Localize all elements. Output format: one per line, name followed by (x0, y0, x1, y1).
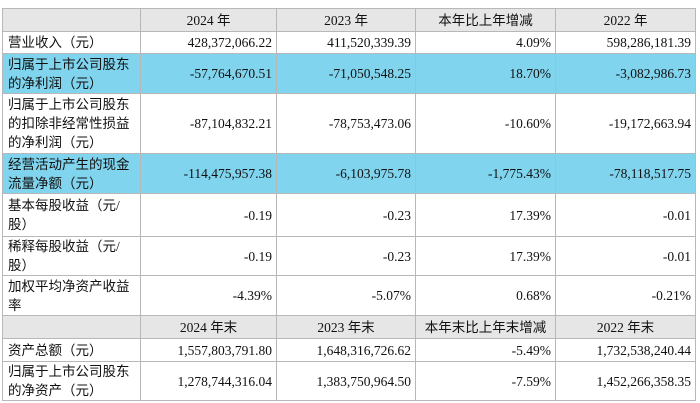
row-label: 营业收入（元） (2, 31, 141, 54)
cell-value: 598,286,181.39 (555, 31, 696, 54)
cell-value: -87,104,832.21 (140, 93, 277, 154)
header-cell: 2023 年末 (276, 315, 416, 339)
row-label: 归属于上市公司股东的净资产（元） (2, 361, 141, 401)
data-row: 经营活动产生的现金流量净额（元） -114,475,957.38 -6,103,97… (2, 153, 696, 194)
cell-value: -114,475,957.38 (140, 153, 277, 194)
data-row: 归属于上市公司股东的净利润（元） -57,764,670.51 -71,050,54… (2, 53, 696, 94)
cell-value: -0.19 (140, 193, 277, 237)
data-row: 归属于上市公司股东的净资产（元） 1,278,744,316.04 1,383,75… (2, 361, 696, 401)
row-label: 资产总额（元） (2, 338, 141, 362)
cell-value: -0.23 (276, 193, 416, 237)
cell-value: 411,520,339.39 (276, 31, 416, 54)
row-label: 归属于上市公司股东的净利润（元） (2, 53, 141, 94)
cell-value: -1,775.43% (415, 153, 556, 194)
cell-value: 1,557,803,791.80 (140, 338, 277, 362)
header-row: 2024 年 2023 年本年比上年增减 2022 年 (2, 8, 696, 32)
cell-value: 1,383,750,964.50 (276, 361, 416, 401)
row-label: 基本每股收益（元/股） (2, 193, 141, 237)
data-row: 稀释每股收益（元/股） -0.19 -0.23 17.39% -0.01 (2, 236, 696, 276)
cell-value: -71,050,548.25 (276, 53, 416, 94)
header-row: 2024 年末 2023 年末 本年末比上年末增减 2022 年末 (2, 315, 696, 339)
cell-value: -7.59% (415, 361, 556, 401)
cell-value: -0.01 (555, 236, 696, 276)
data-row: 基本每股收益（元/股） -0.19 -0.23 17.39% -0.01 (2, 193, 696, 237)
cell-value: -0.19 (140, 236, 277, 276)
header-cell: 本年末比上年末增减 (415, 315, 556, 339)
row-label: 经营活动产生的现金流量净额（元） (2, 153, 141, 194)
header-cell: 本年比上年增减 (415, 8, 556, 32)
cell-value: 1,732,538,240.44 (555, 338, 696, 362)
data-row: 资产总额（元） 1,557,803,791.80 1,648,316,726.62-… (2, 338, 696, 362)
cell-value: -5.49% (415, 338, 556, 362)
cell-value: 1,278,744,316.04 (140, 361, 277, 401)
cell-value: -5.07% (276, 275, 416, 316)
cell-value: 1,452,266,358.35 (555, 361, 696, 401)
header-cell (2, 315, 141, 339)
data-row: 加权平均净资产收益率 -4.39% -5.07% 0.68% -0.21% (2, 275, 696, 316)
header-cell (2, 8, 141, 32)
cell-value: -0.23 (276, 236, 416, 276)
header-cell: 2024 年末 (140, 315, 277, 339)
header-cell: 2023 年 (276, 8, 416, 32)
table-body: 2024 年 2023 年本年比上年增减 2022 年营业收入（元） 428,372,… (2, 8, 696, 401)
header-cell: 2024 年 (140, 8, 277, 32)
cell-value: -3,082,986.73 (555, 53, 696, 94)
cell-value: 1,648,316,726.62 (276, 338, 416, 362)
row-label: 归属于上市公司股东的扣除非经常性损益的净利润（元） (2, 93, 141, 154)
cell-value: -0.21% (555, 275, 696, 316)
header-cell: 2022 年末 (555, 315, 696, 339)
cell-value: -6,103,975.78 (276, 153, 416, 194)
cell-value: -0.01 (555, 193, 696, 237)
cell-value: -57,764,670.51 (140, 53, 277, 94)
cell-value: 428,372,066.22 (140, 31, 277, 54)
cell-value: 4.09% (415, 31, 556, 54)
row-label: 稀释每股收益（元/股） (2, 236, 141, 276)
cell-value: -4.39% (140, 275, 277, 316)
row-label: 加权平均净资产收益率 (2, 275, 141, 316)
cell-value: -78,753,473.06 (276, 93, 416, 154)
cell-value: 18.70% (415, 53, 556, 94)
cell-value: -78,118,517.75 (555, 153, 696, 194)
cell-value: 0.68% (415, 275, 556, 316)
cell-value: -10.60% (415, 93, 556, 154)
cell-value: 17.39% (415, 193, 556, 237)
cell-value: -19,172,663.94 (555, 93, 696, 154)
financial-table: 2024 年 2023 年本年比上年增减 2022 年营业收入（元） 428,372,… (2, 8, 696, 401)
data-row: 营业收入（元） 428,372,066.22 411,520,339.39 4.09%… (2, 31, 696, 54)
header-cell: 2022 年 (555, 8, 696, 32)
data-row: 归属于上市公司股东的扣除非经常性损益的净利润（元） -87,104,832.21-… (2, 93, 696, 154)
cell-value: 17.39% (415, 236, 556, 276)
